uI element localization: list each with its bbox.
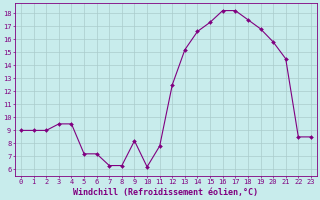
- X-axis label: Windchill (Refroidissement éolien,°C): Windchill (Refroidissement éolien,°C): [74, 188, 259, 197]
